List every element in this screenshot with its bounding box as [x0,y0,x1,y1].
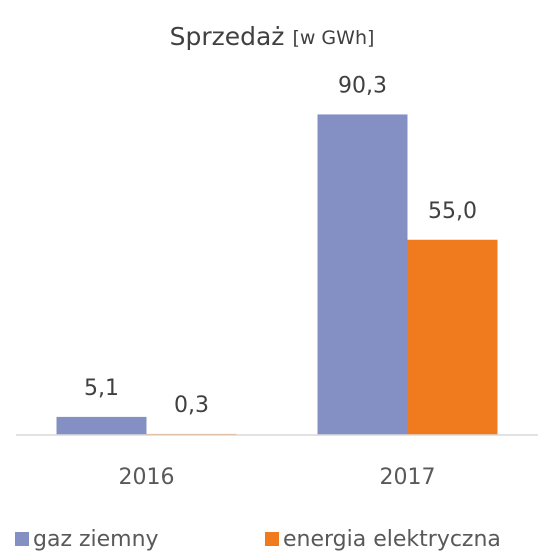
data-label: 90,3 [338,73,387,98]
legend-swatch [265,532,279,546]
bar [56,416,147,435]
x-tick-label: 2016 [119,465,175,490]
data-label: 5,1 [84,376,119,401]
chart-title-group: Sprzedaż [w GWh] [170,22,375,51]
chart-title: Sprzedaż [170,22,285,51]
chart-subtitle: [w GWh] [292,27,374,49]
bar [317,114,408,435]
x-tick-label: 2017 [380,465,436,490]
legend-swatch [15,532,29,546]
data-label: 0,3 [174,393,209,418]
bar [407,239,498,435]
legend-label: energia elektryczna [283,527,501,552]
legend-label: gaz ziemny [33,527,159,552]
data-label: 55,0 [428,199,477,224]
